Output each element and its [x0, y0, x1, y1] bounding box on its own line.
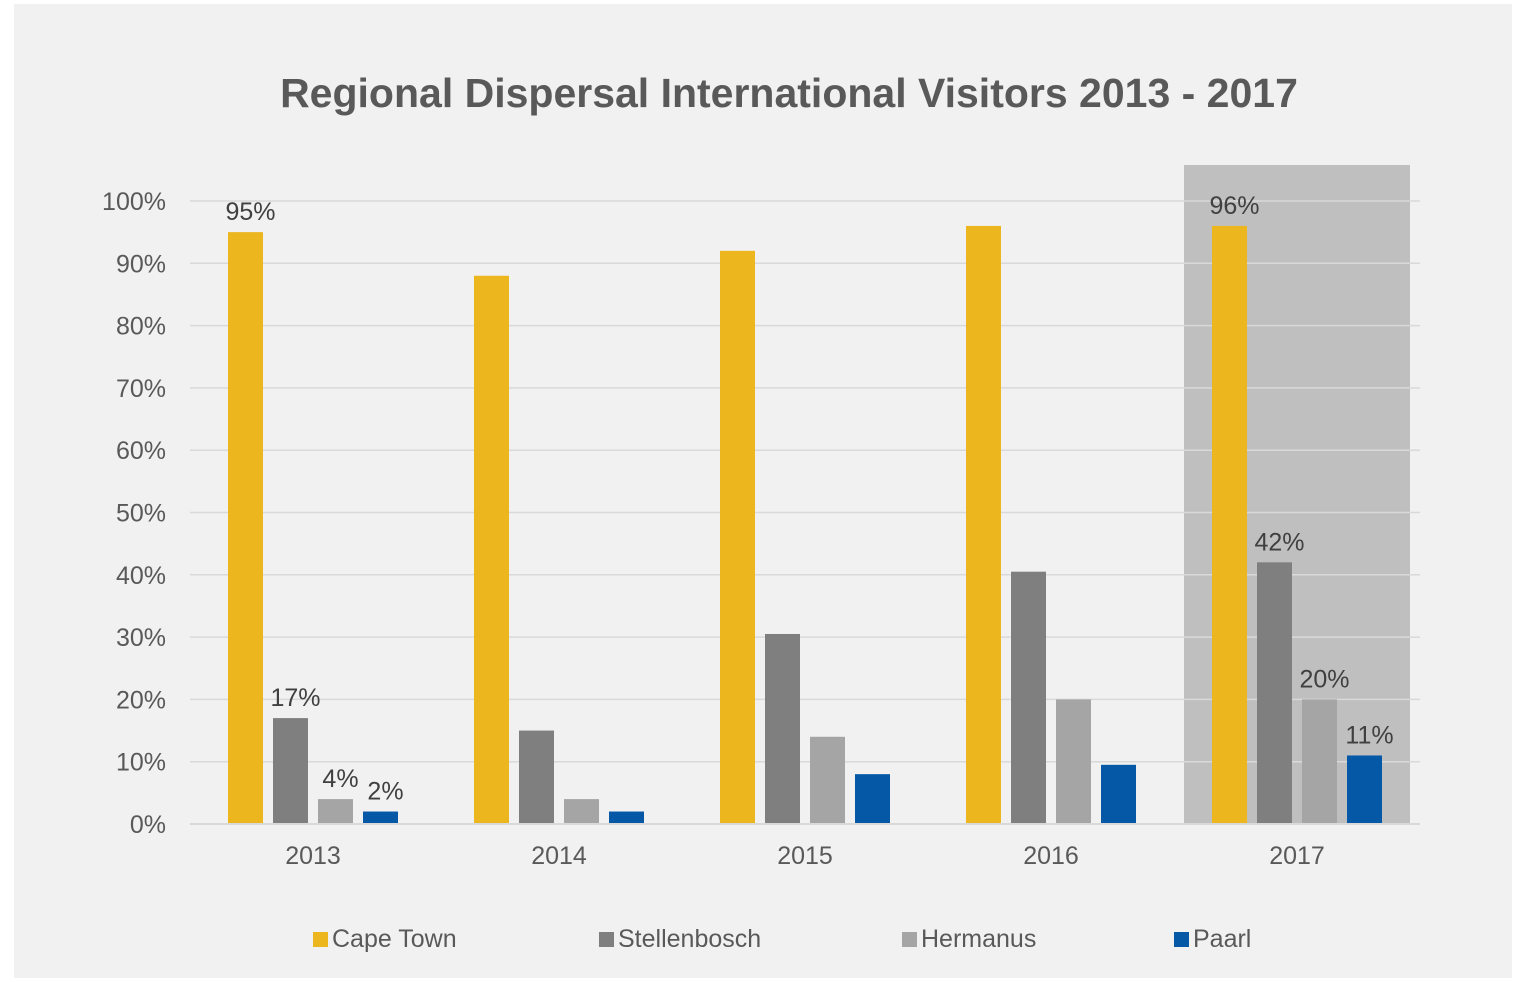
y-tick-label: 90%: [116, 250, 166, 278]
y-tick-label: 80%: [116, 313, 166, 341]
y-tick-label: 60%: [116, 437, 166, 465]
data-label: 96%: [1209, 192, 1259, 220]
data-label: 42%: [1254, 528, 1304, 556]
bar-stellenbosch-2017: [1257, 562, 1292, 824]
y-tick-label: 40%: [116, 562, 166, 590]
bar-paarl-2016: [1101, 764, 1136, 824]
bar-cape-town-2013: [228, 232, 263, 824]
bar-paarl-2015: [855, 774, 890, 824]
data-label: 11%: [1345, 721, 1393, 749]
legend-label: Hermanus: [921, 925, 1036, 953]
data-label: 17%: [270, 684, 320, 712]
data-labels: 95% 17% 4% 2% 96% 42% 20% 11%: [225, 192, 1393, 806]
y-tick-label: 10%: [116, 749, 166, 777]
legend-label: Stellenbosch: [618, 925, 761, 953]
bar-stellenbosch-2015: [765, 633, 800, 824]
data-label: 20%: [1299, 665, 1349, 693]
data-label: 95%: [225, 198, 275, 226]
bar-stellenbosch-2016: [1011, 571, 1046, 824]
legend: Cape Town Stellenbosch Hermanus Paarl: [313, 925, 1251, 953]
y-tick-label: 70%: [116, 375, 166, 403]
bar-paarl-2014: [609, 811, 644, 824]
chart-title: Regional Dispersal International Visitor…: [280, 70, 1298, 116]
y-tick-label: 100%: [102, 188, 166, 216]
data-label: 4%: [322, 765, 358, 793]
bars: [228, 225, 1382, 825]
bar-cape-town-2016: [966, 225, 1001, 825]
y-tick-label: 0%: [130, 811, 166, 839]
legend-swatch: [313, 932, 328, 947]
legend-swatch: [599, 932, 614, 947]
bar-cape-town-2015: [720, 250, 755, 825]
axes: 0% 10% 20% 30% 40% 50% 60% 70% 80% 90% 100% 2013 201…: [102, 188, 1420, 870]
bar-hermanus-2014: [564, 799, 599, 824]
data-label: 2%: [367, 778, 403, 806]
legend-label: Paarl: [1193, 925, 1251, 953]
legend-swatch: [902, 932, 917, 947]
bar-paarl-2013: [363, 811, 398, 824]
bar-hermanus-2016: [1056, 699, 1091, 824]
y-tick-label: 30%: [116, 624, 166, 652]
bar-paarl-2017: [1347, 755, 1382, 824]
bar-cape-town-2014: [474, 275, 509, 824]
x-category-label: 2014: [531, 842, 587, 870]
bar-stellenbosch-2014: [519, 730, 554, 824]
y-tick-label: 20%: [116, 686, 166, 714]
bar-hermanus-2017: [1302, 699, 1337, 824]
y-tick-label: 50%: [116, 500, 166, 528]
bar-stellenbosch-2013: [273, 718, 308, 824]
bar-hermanus-2013: [318, 799, 353, 824]
x-category-label: 2015: [777, 842, 833, 870]
x-category-label: 2016: [1023, 842, 1079, 870]
legend-swatch: [1174, 932, 1189, 947]
bar-hermanus-2015: [810, 736, 845, 824]
x-category-label: 2017: [1269, 842, 1325, 870]
bar-cape-town-2017: [1212, 225, 1247, 825]
legend-label: Cape Town: [332, 925, 457, 953]
x-category-label: 2013: [285, 842, 341, 870]
